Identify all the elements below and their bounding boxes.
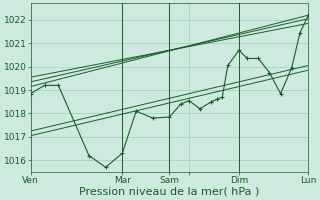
- X-axis label: Pression niveau de la mer( hPa ): Pression niveau de la mer( hPa ): [79, 187, 260, 197]
